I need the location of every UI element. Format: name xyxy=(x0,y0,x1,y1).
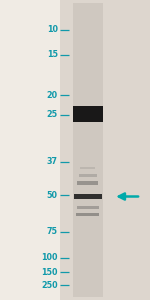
Bar xyxy=(76,206,99,209)
Text: 37: 37 xyxy=(47,158,58,166)
Text: 75: 75 xyxy=(47,227,58,236)
Text: 150: 150 xyxy=(41,268,58,277)
Bar xyxy=(77,181,98,185)
Text: 10: 10 xyxy=(47,26,58,34)
Text: 25: 25 xyxy=(47,110,58,119)
Text: 250: 250 xyxy=(41,280,58,290)
Text: 100: 100 xyxy=(41,254,58,262)
Text: 15: 15 xyxy=(47,50,58,59)
Bar xyxy=(80,167,95,169)
Text: 50: 50 xyxy=(47,190,58,200)
Bar xyxy=(74,194,102,199)
Bar xyxy=(73,3,103,297)
Bar xyxy=(79,174,97,177)
Bar xyxy=(76,212,99,217)
Text: 20: 20 xyxy=(47,91,58,100)
Bar xyxy=(60,0,150,300)
Bar xyxy=(73,106,103,122)
